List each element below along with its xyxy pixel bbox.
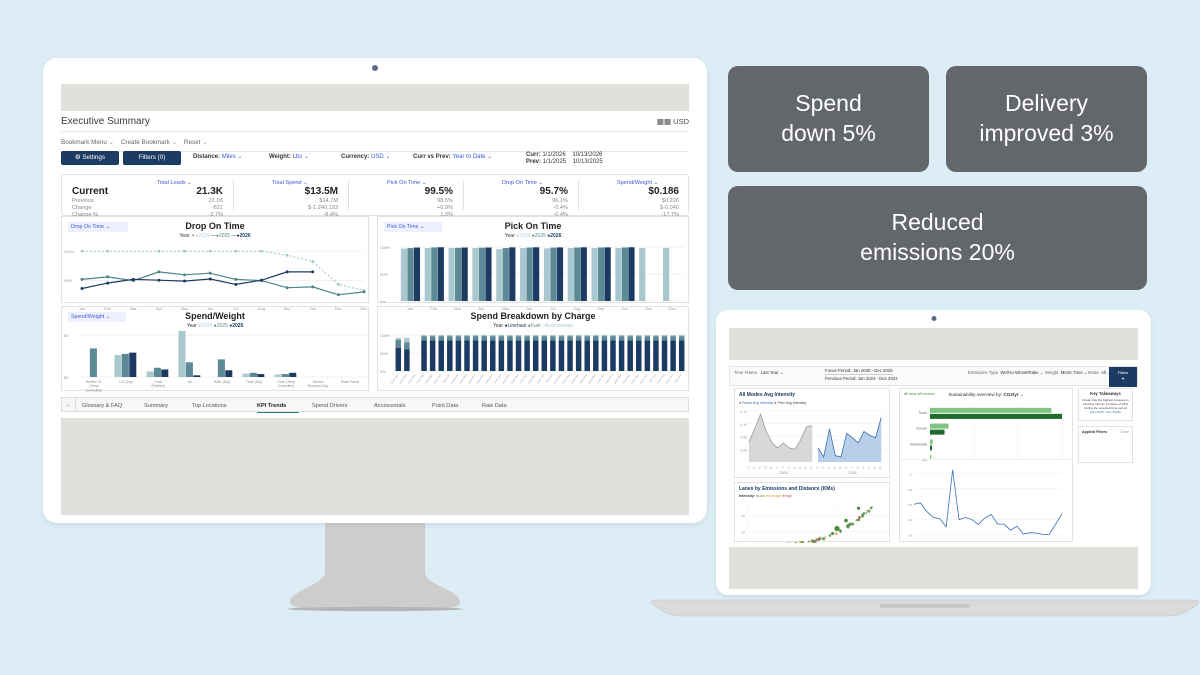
svg-text:2025-Sep: 2025-Sep [561, 373, 571, 385]
svg-text:2026-Oct: 2026-Oct [673, 373, 683, 384]
svg-text:0%: 0% [380, 369, 386, 374]
svg-text:Controlled): Controlled) [86, 388, 102, 392]
svg-text:Ap: Ap [832, 465, 837, 470]
svg-text:68: 68 [909, 488, 913, 492]
svg-text:Oc: Oc [866, 464, 871, 469]
svg-text:De: De [809, 465, 814, 470]
svg-text:2026-Jul: 2026-Jul [648, 373, 657, 384]
svg-text:No: No [872, 465, 877, 470]
svg-text:2024-Oct: 2024-Oct [467, 373, 477, 384]
svg-text:2024-Sep: 2024-Sep [458, 373, 468, 385]
svg-text:50%: 50% [380, 351, 388, 356]
svg-text:60: 60 [909, 518, 913, 522]
svg-text:Mr: Mr [757, 465, 762, 470]
svg-text:Jl: Jl [780, 465, 785, 469]
svg-text:56: 56 [909, 533, 913, 537]
svg-text:2026-Jun: 2026-Jun [639, 373, 649, 385]
svg-text:72: 72 [909, 473, 913, 477]
svg-text:De: De [878, 465, 883, 470]
svg-text:2024: 2024 [780, 471, 788, 475]
svg-text:$1: $1 [64, 333, 69, 338]
svg-text:50%: 50% [380, 272, 388, 277]
svg-text:Fe: Fe [820, 465, 825, 470]
svg-text:Ja: Ja [746, 465, 751, 470]
svg-text:100%: 100% [380, 333, 391, 338]
svg-text:2024-Jul: 2024-Jul [442, 373, 451, 384]
svg-text:(Flatbed): (Flatbed) [151, 384, 164, 388]
svg-text:2024-Apr: 2024-Apr [415, 373, 424, 384]
svg-text:My: My [838, 464, 844, 470]
svg-text:2026-Mar: 2026-Mar [613, 373, 623, 384]
svg-text:2026-Apr: 2026-Apr [622, 373, 631, 384]
svg-text:2025-Oct: 2025-Oct [570, 373, 580, 384]
svg-text:2025-Jun: 2025-Jun [536, 373, 546, 385]
svg-text:100%: 100% [64, 249, 75, 254]
svg-text:0.12: 0.12 [740, 410, 747, 414]
svg-text:2024-Mar: 2024-Mar [407, 373, 417, 384]
svg-text:2024-Jun: 2024-Jun [433, 373, 443, 385]
svg-text:My: My [769, 464, 775, 470]
svg-text:Small Parcel: Small Parcel [341, 380, 360, 384]
svg-text:93%: 93% [64, 278, 72, 283]
svg-text:0.10: 0.10 [740, 423, 747, 427]
svg-text:Oc: Oc [797, 464, 802, 469]
svg-text:IMDL (Dry): IMDL (Dry) [214, 380, 230, 384]
svg-text:0.06: 0.06 [740, 448, 747, 452]
svg-text:Au: Au [786, 465, 791, 470]
svg-text:Mr: Mr [826, 465, 831, 470]
svg-text:2025: 2025 [849, 471, 857, 475]
svg-text:Jl: Jl [849, 465, 854, 469]
svg-text:Fe: Fe [751, 465, 756, 470]
svg-text:20: 20 [741, 515, 745, 519]
svg-text:Controlled): Controlled) [278, 384, 294, 388]
svg-text:Jn: Jn [843, 465, 848, 470]
svg-text:2025-Mar: 2025-Mar [510, 373, 520, 384]
svg-text:Air: Air [188, 380, 193, 384]
svg-text:LTL (Dry): LTL (Dry) [119, 380, 133, 384]
svg-text:Financial Only: Financial Only [308, 384, 329, 388]
svg-text:100%: 100% [380, 245, 391, 250]
svg-text:$0: $0 [64, 375, 69, 380]
svg-text:Jn: Jn [774, 465, 779, 470]
svg-text:No: No [803, 465, 808, 470]
svg-text:Ap: Ap [763, 465, 768, 470]
svg-text:10: 10 [741, 530, 745, 534]
svg-text:Intermodal: Intermodal [910, 442, 927, 446]
svg-text:Au: Au [855, 465, 860, 470]
svg-text:Se: Se [861, 465, 866, 470]
svg-text:Truck (Dry): Truck (Dry) [246, 380, 262, 384]
svg-text:2024-May: 2024-May [424, 373, 434, 385]
svg-text:2026-Sep: 2026-Sep [664, 373, 674, 385]
svg-text:2025-Apr: 2025-Apr [519, 373, 528, 384]
svg-text:Truck: Truck [918, 411, 927, 415]
svg-text:2025-Jul: 2025-Jul [545, 373, 554, 384]
svg-text:0%: 0% [380, 299, 386, 304]
svg-text:Ocean: Ocean [916, 427, 927, 431]
svg-text:Ja: Ja [815, 465, 820, 470]
svg-text:0.08: 0.08 [740, 436, 747, 440]
svg-text:64: 64 [909, 503, 913, 507]
svg-text:Se: Se [792, 465, 797, 470]
